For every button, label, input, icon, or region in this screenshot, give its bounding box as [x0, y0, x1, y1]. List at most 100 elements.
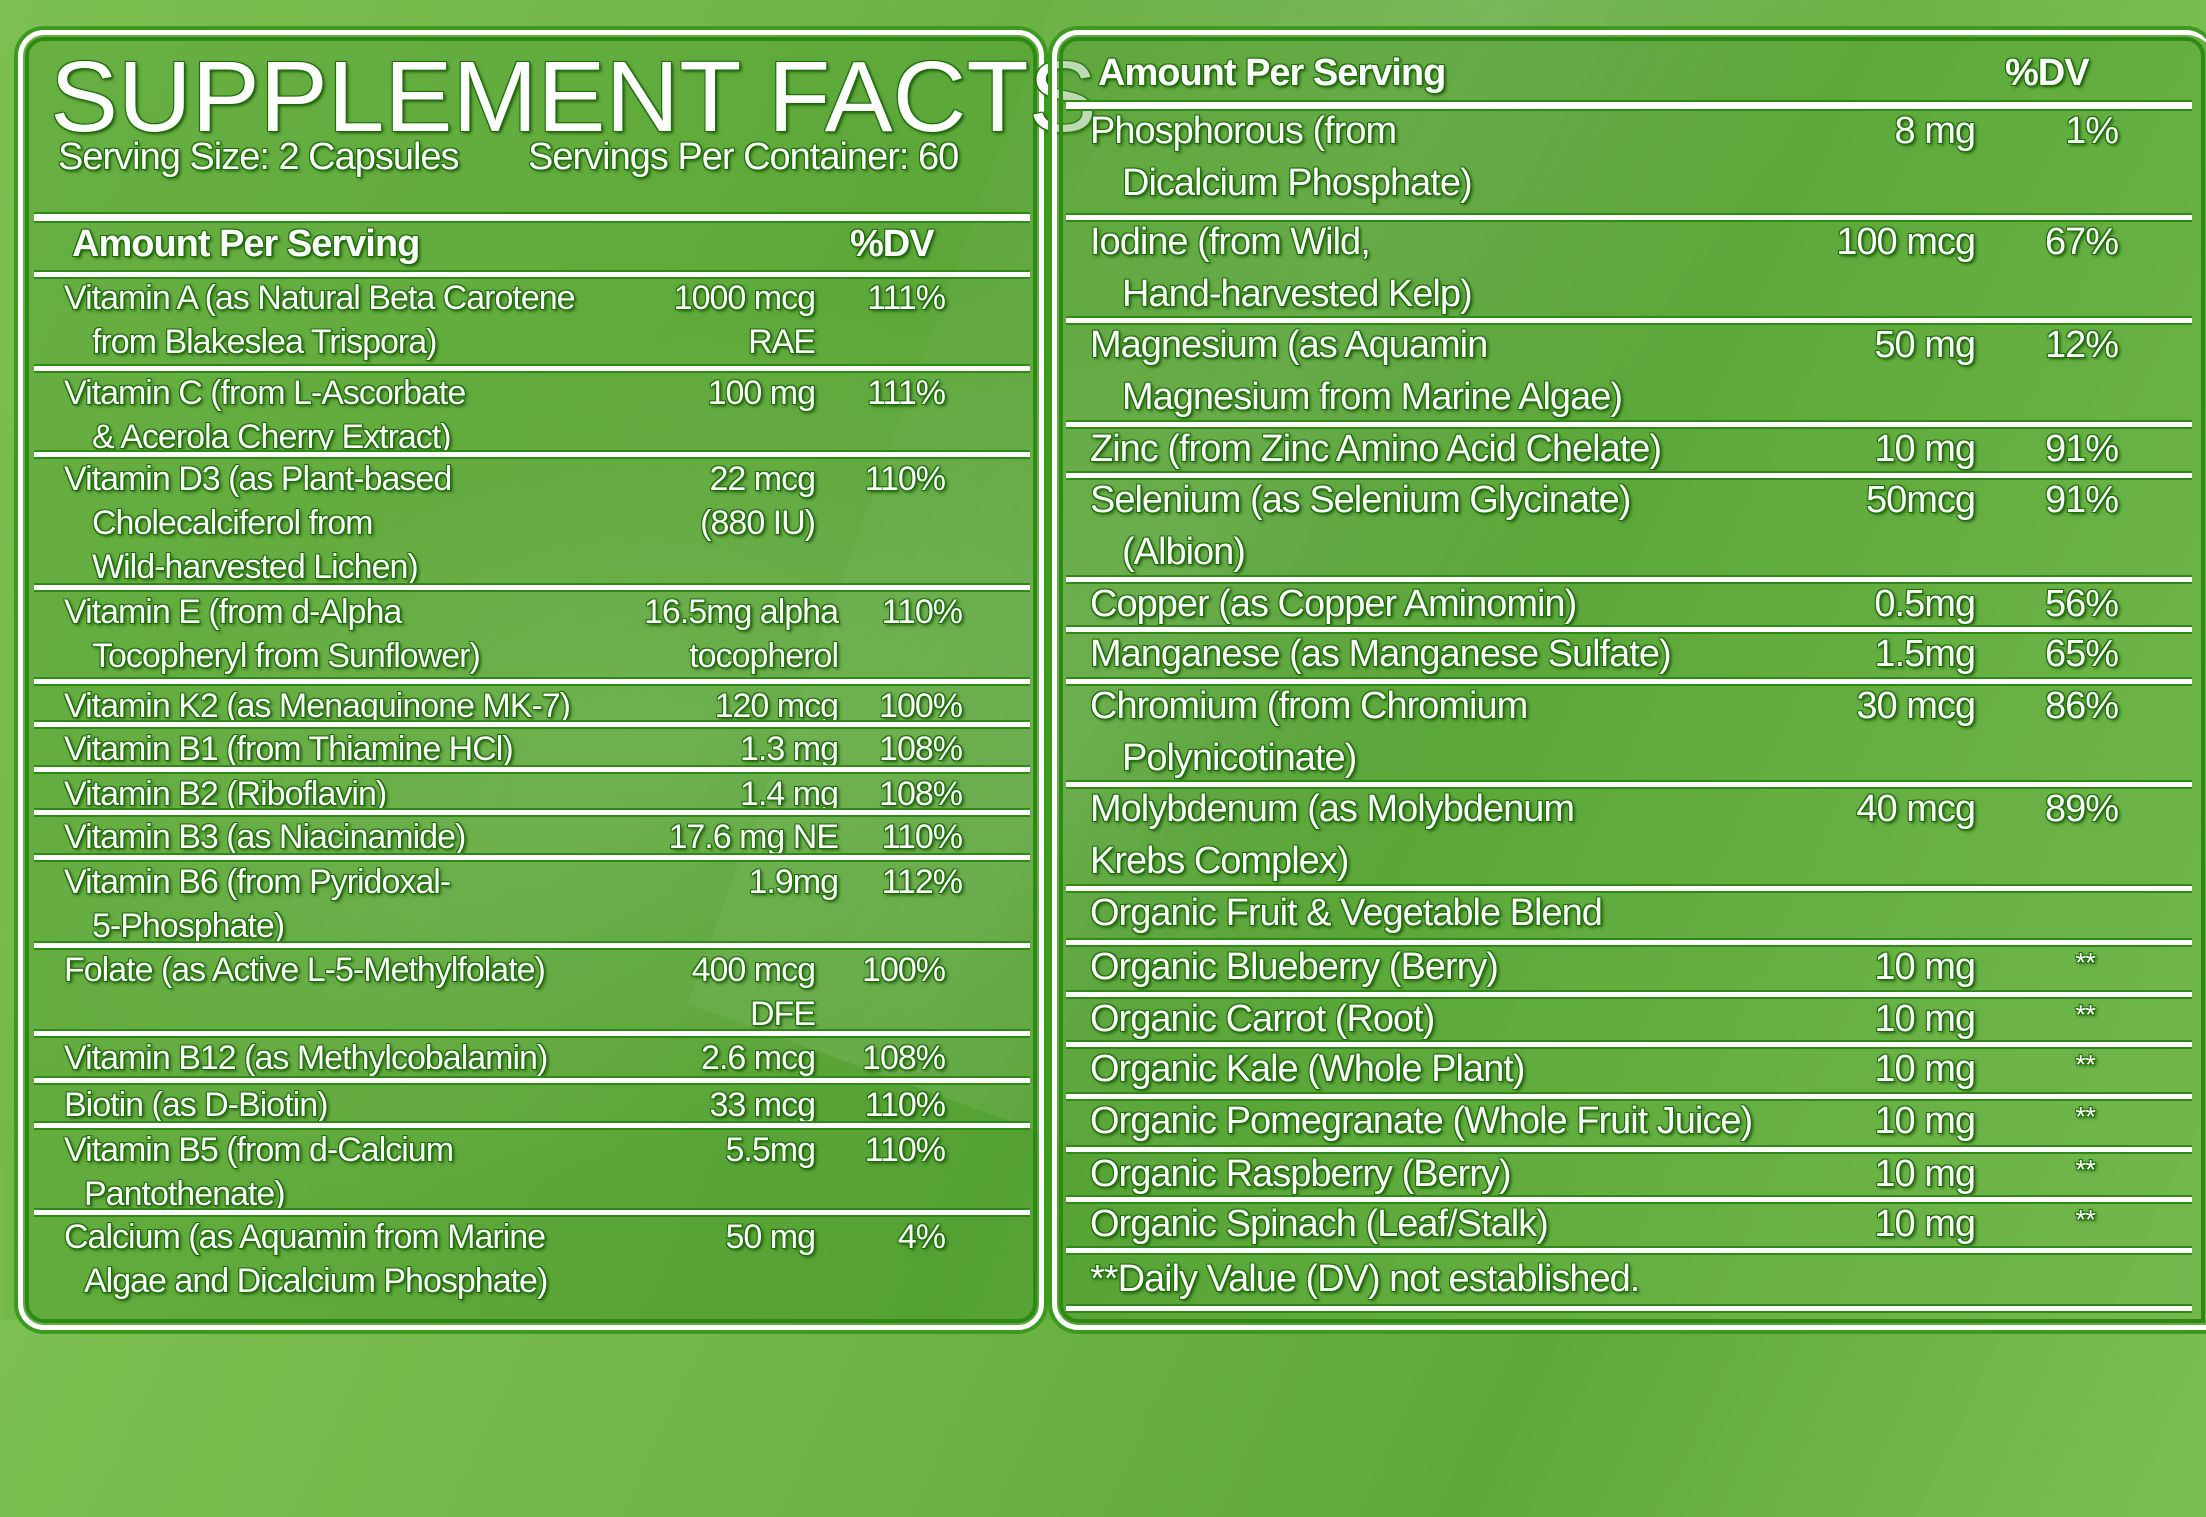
nutrient-name: Krebs Complex)	[1090, 840, 1349, 882]
nutrient-amount: 400 mcg	[691, 951, 816, 989]
nutrient-amount: 1.9mg	[748, 863, 839, 901]
nutrient-name: Magnesium from Marine Algae)	[1122, 376, 1623, 418]
nutrient-dv: **	[2075, 1049, 2096, 1080]
nutrient-dv: 91%	[2044, 479, 2119, 521]
nutrient-amount: 100 mg	[707, 374, 816, 412]
nutrient-dv: 12%	[2044, 324, 2119, 366]
nutrient-amount: 30 mcg	[1856, 685, 1976, 727]
nutrient-name: from Blakeslea Trispora)	[92, 323, 437, 361]
nutrient-name: Vitamin K2 (as Menaquinone MK-7)	[64, 687, 571, 725]
nutrient-amount: 33 mcg	[709, 1086, 816, 1124]
nutrient-dv: **	[2075, 1154, 2096, 1185]
nutrient-dv: 1%	[2065, 110, 2119, 152]
nutrient-dv: 56%	[2044, 583, 2119, 625]
nutrient-dv: 67%	[2044, 221, 2119, 263]
nutrient-dv: 108%	[879, 775, 963, 813]
serving-size: Serving Size: 2 Capsules	[58, 136, 460, 178]
nutrient-amount: 10 mg	[1874, 1153, 1976, 1195]
right-header-amount: Amount Per Serving	[1098, 52, 1446, 94]
nutrient-name: Organic Pomegranate (Whole Fruit Juice)	[1090, 1100, 1753, 1142]
row-divider	[34, 679, 1030, 684]
row-divider	[1066, 422, 2192, 427]
nutrient-name: Pantothenate)	[84, 1175, 286, 1213]
nutrient-name: Vitamin B5 (from d-Calcium	[64, 1131, 454, 1169]
nutrient-name: Tocopheryl from Sunflower)	[92, 637, 481, 675]
row-divider	[1066, 679, 2192, 684]
nutrient-name: & Acerola Cherry Extract)	[92, 418, 452, 456]
nutrient-dv: 65%	[2044, 633, 2119, 675]
nutrient-amount: 10 mg	[1874, 946, 1976, 988]
nutrient-amount: 1000 mcg	[673, 279, 816, 317]
nutrient-amount: 5.5mg	[725, 1131, 816, 1169]
row-divider	[1066, 627, 2192, 632]
nutrient-name: Chromium (from Chromium	[1090, 685, 1528, 727]
nutrient-name: Organic Spinach (Leaf/Stalk)	[1090, 1203, 1549, 1245]
left-header-dv: %DV	[850, 223, 935, 265]
nutrient-name: Vitamin B6 (from Pyridoxal-	[64, 863, 451, 901]
left-header-amount: Amount Per Serving	[72, 223, 420, 265]
nutrient-amount: 1.4 mg	[740, 775, 839, 813]
row-divider	[34, 1210, 1030, 1215]
nutrient-name: Magnesium (as Aquamin	[1090, 324, 1488, 366]
nutrient-name: Wild-harvested Lichen)	[92, 548, 419, 586]
nutrient-amount: 1.5mg	[1874, 633, 1976, 675]
nutrient-name: Vitamin B12 (as Methylcobalamin)	[64, 1039, 548, 1077]
right-header-divider	[1066, 102, 2192, 109]
nutrient-name: Biotin (as D-Biotin)	[64, 1086, 328, 1124]
nutrient-name: Vitamin A (as Natural Beta Carotene	[64, 279, 576, 317]
row-divider	[1066, 992, 2192, 997]
row-divider	[1066, 1306, 2192, 1311]
row-divider	[34, 1078, 1030, 1083]
nutrient-amount: 50 mg	[1874, 324, 1976, 366]
nutrient-dv: **	[2075, 947, 2096, 978]
nutrient-name: Selenium (as Selenium Glycinate)	[1090, 479, 1631, 521]
nutrient-amount: 1.3 mg	[740, 730, 839, 768]
nutrient-dv: 110%	[864, 1131, 946, 1169]
nutrient-dv: 91%	[2044, 428, 2119, 470]
row-divider	[34, 366, 1030, 371]
row-divider	[1066, 318, 2192, 323]
label-title: SUPPLEMENT FACTS	[50, 41, 1097, 153]
row-divider	[34, 452, 1030, 457]
row-divider	[34, 943, 1030, 948]
nutrient-name: Dicalcium Phosphate)	[1122, 162, 1473, 204]
nutrient-amount: 10 mg	[1874, 428, 1976, 470]
nutrient-amount: 8 mg	[1894, 110, 1976, 152]
nutrient-name: (Albion)	[1122, 531, 1246, 573]
nutrient-amount: 2.6 mcg	[701, 1039, 816, 1077]
nutrient-name: Polynicotinate)	[1122, 737, 1357, 779]
nutrient-name: Zinc (from Zinc Amino Acid Chelate)	[1090, 428, 1662, 470]
nutrient-amount: DFE	[750, 995, 816, 1033]
nutrient-dv: 100%	[879, 687, 963, 725]
nutrient-name: Copper (as Copper Aminomin)	[1090, 583, 1577, 625]
nutrient-dv: 108%	[862, 1039, 946, 1077]
nutrient-name: Calcium (as Aquamin from Marine	[64, 1218, 546, 1256]
nutrient-dv: 110%	[881, 818, 963, 856]
row-divider	[34, 767, 1030, 772]
row-divider	[1066, 1042, 2192, 1047]
row-divider	[1066, 1248, 2192, 1253]
row-divider	[1066, 1094, 2192, 1099]
nutrient-name: Iodine (from Wild,	[1090, 221, 1371, 263]
nutrient-name: Cholecalciferol from	[92, 504, 373, 542]
nutrient-name: Vitamin B1 (from Thiamine HCl)	[64, 730, 514, 768]
nutrient-name: Molybdenum (as Molybdenum	[1090, 788, 1575, 830]
nutrient-dv: 86%	[2044, 685, 2119, 727]
header-divider	[34, 214, 1030, 221]
nutrient-amount: 10 mg	[1874, 1048, 1976, 1090]
nutrient-dv: 4%	[897, 1218, 946, 1256]
nutrient-amount: 0.5mg	[1874, 583, 1976, 625]
row-divider	[34, 585, 1030, 590]
nutrient-name: Phosphorous (from	[1090, 110, 1397, 152]
row-divider	[34, 810, 1030, 815]
right-header-dv: %DV	[2005, 52, 2090, 94]
nutrient-name: Manganese (as Manganese Sulfate)	[1090, 633, 1672, 675]
nutrient-dv: 112%	[881, 863, 963, 901]
row-divider	[34, 1031, 1030, 1036]
nutrient-dv: 111%	[867, 279, 946, 317]
row-divider	[1066, 940, 2192, 945]
nutrient-name: Vitamin E (from d-Alpha	[64, 593, 402, 631]
nutrient-name: Vitamin C (from L-Ascorbate	[64, 374, 466, 412]
nutrient-amount: 40 mcg	[1856, 788, 1976, 830]
nutrient-amount: 10 mg	[1874, 998, 1976, 1040]
